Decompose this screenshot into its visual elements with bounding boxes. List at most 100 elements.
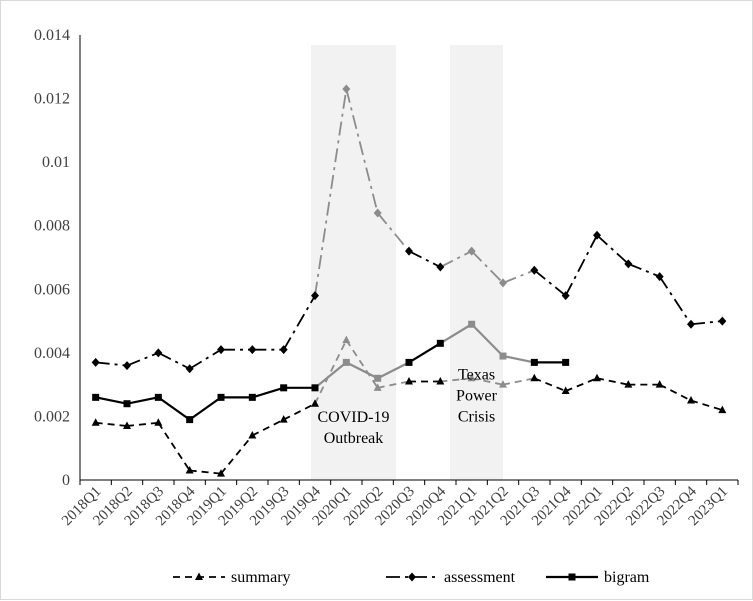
data-point-summary bbox=[593, 373, 601, 382]
data-point-assessment bbox=[373, 208, 382, 218]
data-point-assessment bbox=[279, 345, 288, 355]
series-segment-assessment bbox=[126, 352, 159, 367]
series-segment-assessment bbox=[439, 250, 473, 268]
series-segment-assessment bbox=[157, 352, 191, 370]
data-point-summary bbox=[311, 399, 319, 407]
series-segment-summary bbox=[440, 377, 472, 383]
series-segment-summary bbox=[533, 377, 567, 392]
data-point-summary bbox=[655, 380, 664, 388]
data-point-assessment bbox=[593, 230, 601, 240]
data-point-assessment bbox=[624, 259, 633, 269]
data-point-summary bbox=[123, 421, 131, 429]
data-point-summary bbox=[248, 431, 257, 439]
legend-label-bigram: bigram bbox=[604, 569, 650, 586]
series-segment-assessment bbox=[502, 269, 535, 284]
series-segment-assessment bbox=[189, 348, 222, 370]
legend-label-assessment: assessment bbox=[444, 569, 516, 586]
data-point-assessment bbox=[91, 357, 100, 367]
series-segment-summary bbox=[471, 377, 504, 386]
data-point-summary bbox=[154, 418, 163, 426]
data-point-summary bbox=[687, 396, 695, 404]
series-segment-assessment bbox=[376, 212, 410, 252]
data-point-summary bbox=[436, 376, 445, 385]
data-point-bigram bbox=[154, 393, 162, 401]
data-point-bigram bbox=[468, 320, 476, 328]
series-segment-bigram bbox=[95, 396, 128, 405]
data-point-bigram bbox=[342, 358, 350, 366]
series-summary bbox=[91, 335, 727, 477]
series-segment-summary bbox=[596, 377, 629, 386]
series-segment-summary bbox=[126, 421, 159, 427]
data-point-bigram bbox=[436, 339, 444, 347]
data-point-bigram bbox=[217, 393, 225, 401]
data-point-summary bbox=[373, 383, 382, 391]
legend-marker-summary bbox=[195, 572, 203, 580]
series-segment-bigram bbox=[157, 396, 191, 421]
y-tick-label: 0.01 bbox=[42, 154, 70, 171]
legend-label-summary: summary bbox=[231, 569, 291, 586]
series-segment-summary bbox=[659, 383, 692, 402]
data-point-summary bbox=[499, 380, 507, 388]
series-segment-assessment bbox=[533, 269, 567, 297]
series-segment-bigram bbox=[470, 323, 504, 357]
data-point-summary bbox=[217, 469, 225, 477]
annotation-covid-line: COVID-19 bbox=[318, 409, 390, 426]
data-point-assessment bbox=[311, 291, 319, 301]
data-point-bigram bbox=[499, 352, 507, 360]
data-point-summary bbox=[624, 380, 633, 388]
series-segment-summary bbox=[283, 402, 316, 421]
legend-marker-bigram bbox=[568, 573, 576, 581]
series-segment-summary bbox=[251, 418, 285, 437]
series-segment-summary bbox=[565, 377, 598, 392]
data-point-assessment bbox=[405, 246, 413, 256]
data-point-summary bbox=[530, 373, 539, 382]
series-segment-summary bbox=[377, 380, 410, 389]
data-point-assessment bbox=[655, 272, 664, 282]
series-bigram bbox=[92, 320, 570, 424]
data-point-bigram bbox=[92, 393, 100, 401]
series-segment-assessment bbox=[314, 88, 348, 296]
data-point-bigram bbox=[280, 384, 288, 392]
y-tick-label: 0.012 bbox=[34, 91, 70, 108]
y-tick-label: 0 bbox=[62, 472, 70, 489]
series-group bbox=[91, 84, 727, 477]
legend-item-assessment: assessment bbox=[386, 569, 516, 586]
series-segment-bigram bbox=[126, 396, 159, 405]
data-point-bigram bbox=[248, 393, 256, 401]
data-point-assessment bbox=[718, 316, 727, 326]
data-point-bigram bbox=[405, 358, 413, 366]
series-segment-assessment bbox=[690, 320, 723, 326]
legend-marker-assessment bbox=[408, 572, 416, 582]
data-point-bigram bbox=[311, 384, 319, 392]
series-segment-assessment bbox=[471, 250, 504, 284]
series-segment-bigram bbox=[314, 361, 348, 389]
data-point-assessment bbox=[217, 345, 225, 355]
data-point-bigram bbox=[562, 358, 570, 366]
data-point-assessment bbox=[342, 84, 351, 94]
series-segment-summary bbox=[95, 421, 128, 427]
y-tick-label: 0.002 bbox=[34, 408, 70, 425]
y-tick-label: 0.008 bbox=[34, 218, 70, 235]
series-segment-assessment bbox=[345, 88, 379, 214]
series-segment-summary bbox=[345, 339, 379, 389]
y-tick-label: 0.014 bbox=[34, 27, 70, 44]
data-point-summary bbox=[342, 335, 351, 344]
series-segment-assessment bbox=[408, 250, 441, 268]
y-tick-label: 0.004 bbox=[34, 345, 70, 362]
data-point-summary bbox=[467, 373, 476, 382]
data-point-bigram bbox=[186, 416, 194, 424]
data-point-summary bbox=[279, 415, 288, 423]
annotation-covid-line: Outbreak bbox=[324, 430, 384, 447]
data-point-bigram bbox=[374, 374, 382, 382]
data-point-assessment bbox=[123, 361, 131, 371]
data-point-assessment bbox=[467, 246, 476, 256]
data-point-summary bbox=[185, 465, 194, 474]
data-point-bigram bbox=[530, 358, 538, 366]
series-segment-bigram bbox=[345, 361, 379, 380]
series-segment-bigram bbox=[408, 342, 441, 364]
data-point-assessment bbox=[687, 319, 695, 329]
y-tick-label: 0.006 bbox=[34, 281, 70, 298]
annotation-texas-line: Power bbox=[456, 388, 498, 405]
legend-item-summary: summary bbox=[173, 569, 291, 586]
